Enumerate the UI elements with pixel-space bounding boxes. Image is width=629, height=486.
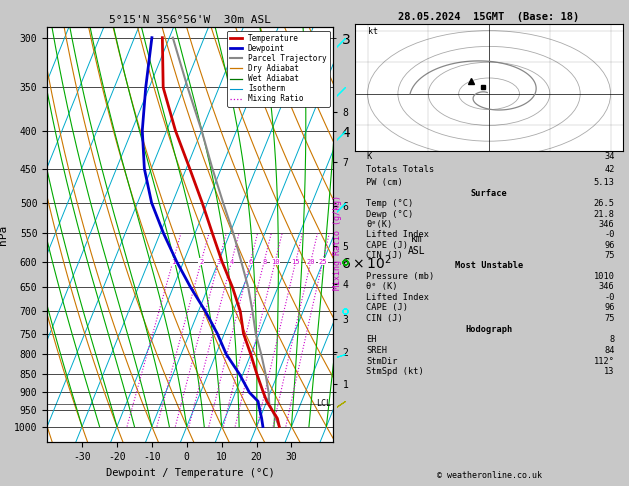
Text: CAPE (J): CAPE (J) — [366, 303, 408, 312]
Text: StmSpd (kt): StmSpd (kt) — [366, 367, 424, 376]
Text: 96: 96 — [604, 303, 615, 312]
Text: 34: 34 — [604, 153, 615, 161]
Text: 8: 8 — [262, 259, 266, 264]
Text: -0: -0 — [604, 293, 615, 302]
Text: 6: 6 — [248, 259, 252, 264]
Text: Dewp (°C): Dewp (°C) — [366, 210, 413, 219]
Text: Lifted Index: Lifted Index — [366, 293, 429, 302]
Text: -0: -0 — [604, 230, 615, 239]
Text: 10: 10 — [271, 259, 279, 264]
Text: 26.5: 26.5 — [594, 199, 615, 208]
Text: 4: 4 — [230, 259, 234, 264]
Text: 25: 25 — [318, 259, 327, 264]
Text: © weatheronline.co.uk: © weatheronline.co.uk — [437, 470, 542, 480]
Text: SREH: SREH — [366, 346, 387, 355]
Text: Most Unstable: Most Unstable — [455, 261, 523, 270]
Text: 13: 13 — [604, 367, 615, 376]
Text: 75: 75 — [604, 251, 615, 260]
Text: CAPE (J): CAPE (J) — [366, 241, 408, 250]
Text: 28.05.2024  15GMT  (Base: 18): 28.05.2024 15GMT (Base: 18) — [398, 12, 580, 22]
Text: CIN (J): CIN (J) — [366, 314, 403, 323]
Text: Hodograph: Hodograph — [465, 325, 513, 333]
Text: 346: 346 — [599, 220, 615, 229]
Text: 96: 96 — [604, 241, 615, 250]
Text: θᵉ(K): θᵉ(K) — [366, 220, 392, 229]
Text: Totals Totals: Totals Totals — [366, 165, 435, 174]
Text: 112°: 112° — [594, 357, 615, 365]
Text: 15: 15 — [291, 259, 300, 264]
Text: kt: kt — [367, 27, 377, 36]
Legend: Temperature, Dewpoint, Parcel Trajectory, Dry Adiabat, Wet Adiabat, Isotherm, Mi: Temperature, Dewpoint, Parcel Trajectory… — [227, 31, 330, 106]
Text: PW (cm): PW (cm) — [366, 178, 403, 187]
X-axis label: Dewpoint / Temperature (°C): Dewpoint / Temperature (°C) — [106, 468, 275, 478]
Text: 20: 20 — [306, 259, 315, 264]
Text: 8: 8 — [610, 335, 615, 344]
Text: Surface: Surface — [470, 189, 508, 198]
Text: Lifted Index: Lifted Index — [366, 230, 429, 239]
Text: 2: 2 — [199, 259, 203, 264]
Title: 5°15'N 356°56'W  30m ASL: 5°15'N 356°56'W 30m ASL — [109, 15, 271, 25]
Y-axis label: km
ASL: km ASL — [408, 235, 426, 256]
Text: EH: EH — [366, 335, 377, 344]
Text: LCL: LCL — [316, 399, 331, 408]
Text: K: K — [366, 153, 371, 161]
Text: 21.8: 21.8 — [594, 210, 615, 219]
Text: 1010: 1010 — [594, 272, 615, 281]
Text: 42: 42 — [604, 165, 615, 174]
Text: Temp (°C): Temp (°C) — [366, 199, 413, 208]
Text: CIN (J): CIN (J) — [366, 251, 403, 260]
Text: 84: 84 — [604, 346, 615, 355]
Text: θᵉ (K): θᵉ (K) — [366, 282, 398, 291]
Text: 346: 346 — [599, 282, 615, 291]
Text: 5.13: 5.13 — [594, 178, 615, 187]
Text: 3: 3 — [216, 259, 221, 264]
Text: 1: 1 — [171, 259, 175, 264]
Text: Pressure (mb): Pressure (mb) — [366, 272, 435, 281]
Text: Mixing Ratio (g/kg): Mixing Ratio (g/kg) — [333, 195, 342, 291]
Y-axis label: hPa: hPa — [0, 225, 8, 244]
Text: StmDir: StmDir — [366, 357, 398, 365]
Text: 75: 75 — [604, 314, 615, 323]
